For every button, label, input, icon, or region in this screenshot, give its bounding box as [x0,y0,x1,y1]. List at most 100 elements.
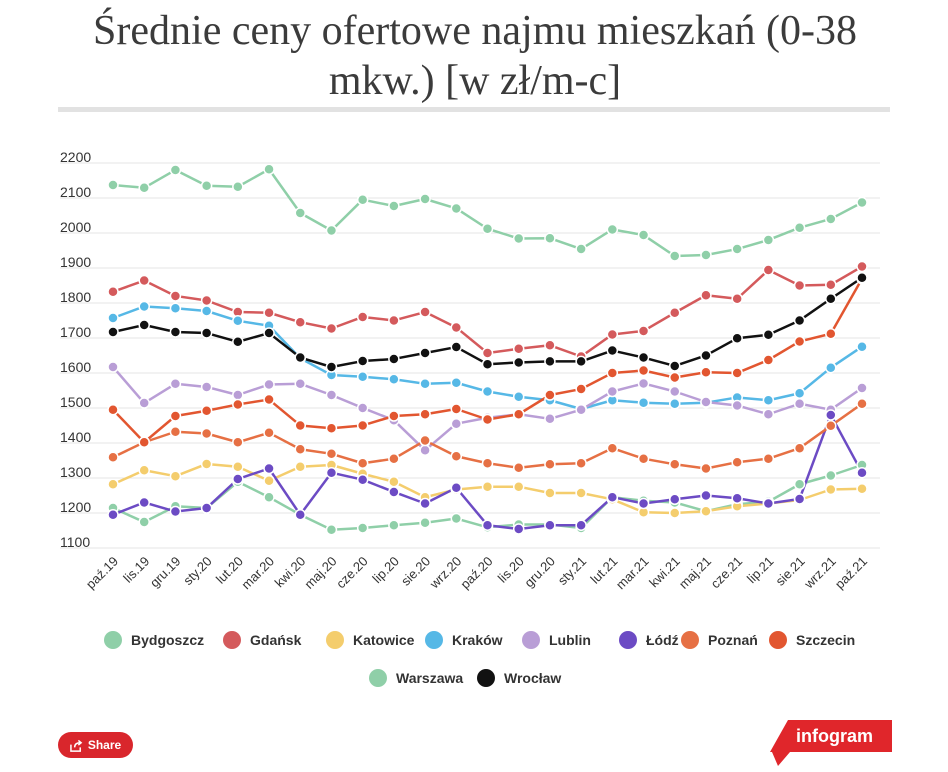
data-point-gdańsk [825,279,837,291]
line-chart: 1100 1200 1300 1400 1500 1600 1700 1800 1900 2000… [60,149,880,687]
data-point-lublin [294,378,306,390]
data-point-poznań [107,451,119,464]
data-point-kraków [793,387,806,399]
data-point-lublin [200,381,213,393]
y-tick-label: 2000 [60,219,91,235]
data-point-wrocław [450,341,463,353]
data-point-wrocław [169,326,182,338]
data-point-łódź [731,492,743,504]
data-point-łódź [138,496,150,509]
data-point-łódź [325,466,338,479]
data-point-szczecin [793,335,806,348]
x-tick-label: paź.19 [83,554,121,592]
data-point-wrocław [606,344,619,357]
data-point-kraków [856,340,868,353]
y-tick-label: 1700 [60,324,91,340]
data-point-kraków [637,396,650,409]
data-point-łódź [856,466,868,479]
data-point-wrocław [419,347,431,359]
data-point-szczecin [232,398,244,411]
x-tick-label: sty.20 [180,554,214,588]
data-point-lublin [138,397,150,409]
x-tick-label: kwi.20 [272,554,309,591]
data-point-gdańsk [544,339,556,352]
data-point-szczecin [544,389,556,401]
chart-title: Średnie ceny ofertowe najmu mieszkań (0-… [93,8,857,104]
data-point-poznań [388,452,400,465]
data-point-wrocław [544,355,556,368]
data-point-gdańsk [481,347,494,359]
data-point-kraków [419,378,431,390]
data-point-bydgoszcz [825,469,837,482]
data-point-łódź [512,523,525,535]
data-point-warszawa [138,182,150,194]
legend-swatch-wrocław [477,669,495,687]
data-point-lublin [762,408,775,420]
data-point-warszawa [200,179,213,192]
legend-swatch-poznań [681,631,699,649]
x-tick-label: wrz.21 [801,554,839,592]
data-point-gdańsk [138,274,150,287]
data-point-wrocław [793,314,806,327]
legend-label-szczecin: Szczecin [796,632,855,648]
x-tick-label: paź.21 [832,554,870,592]
data-point-lublin [325,389,338,401]
x-tick-label: mar.21 [613,554,652,593]
data-point-poznań [481,457,494,469]
data-point-łódź [825,409,837,421]
legend-swatch-warszawa [369,669,387,687]
data-point-wrocław [637,351,650,364]
data-point-katowice [169,470,182,482]
data-point-poznań [700,462,712,475]
data-point-poznań [419,434,431,447]
legend-swatch-lublin [522,631,540,649]
data-point-szczecin [481,413,494,426]
data-point-lublin [700,396,712,408]
data-point-kraków [512,391,525,403]
data-point-lublin [544,413,556,425]
data-point-katowice [481,480,494,493]
data-point-warszawa [481,223,494,235]
y-tick-label: 2200 [60,149,91,165]
data-point-gdańsk [793,279,806,292]
data-point-wrocław [481,358,494,370]
data-point-warszawa [575,243,587,255]
y-tick-label: 1900 [60,254,91,270]
data-point-łódź [232,473,244,485]
data-point-poznań [294,443,306,455]
data-point-kraków [200,305,213,317]
x-tick-label: gru.20 [521,554,558,591]
data-point-wrocław [107,326,119,338]
data-point-poznań [263,427,275,439]
data-point-warszawa [107,179,119,191]
data-point-warszawa [294,207,306,219]
data-point-gdańsk [356,311,369,323]
y-tick-label: 1300 [60,464,91,480]
data-point-gdańsk [450,321,463,334]
y-tick-label: 1200 [60,499,91,515]
data-point-warszawa [700,249,712,261]
data-point-katowice [544,487,556,499]
data-point-katowice [200,458,213,470]
data-point-wrocław [388,353,400,365]
data-point-bydgoszcz [325,524,338,536]
legend-label-bydgoszcz: Bydgoszcz [131,632,204,648]
data-point-szczecin [825,328,837,340]
data-point-szczecin [263,393,275,406]
data-point-gdańsk [856,260,868,273]
legend-swatch-bydgoszcz [104,631,122,649]
data-point-katowice [232,461,244,473]
data-point-łódź [793,493,806,505]
share-label: Share [87,738,122,752]
data-point-warszawa [325,224,338,237]
x-tick-label: sie.21 [773,554,808,589]
data-point-poznań [793,442,806,454]
data-point-katowice [669,507,681,519]
data-point-szczecin [419,408,431,420]
x-tick-label: lip.21 [744,554,777,587]
share-button[interactable]: Share [58,732,133,758]
data-point-łódź [669,493,681,506]
infogram-logo[interactable] [770,720,892,768]
data-point-warszawa [669,250,681,262]
y-tick-label: 1600 [60,359,91,375]
